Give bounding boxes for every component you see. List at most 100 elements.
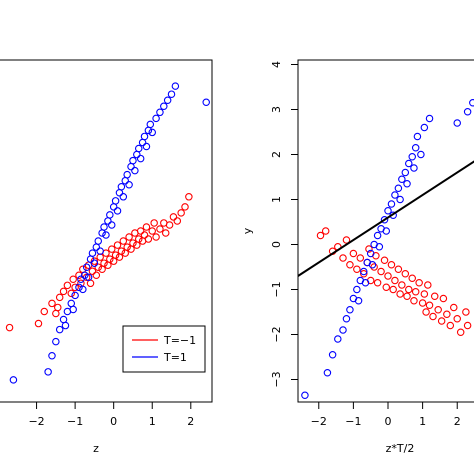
left-point-red	[94, 263, 103, 271]
right-point-blue	[391, 191, 399, 199]
right-point-red	[394, 265, 403, 273]
right-points	[301, 99, 474, 399]
right-point-red	[434, 305, 442, 314]
right-point-blue	[398, 175, 406, 184]
right-x-tick-label: −1	[345, 415, 361, 428]
right-point-blue	[328, 350, 337, 359]
right-point-blue	[411, 144, 420, 152]
left-point-red	[113, 241, 122, 249]
right-point-blue	[463, 108, 472, 116]
legend: T=−1 T=1	[122, 325, 206, 373]
left-point-red	[177, 209, 185, 217]
left-x-axis: −2 −1 0 1 2	[28, 402, 194, 428]
left-point-red	[148, 227, 156, 235]
right-point-red	[450, 303, 458, 312]
left-point-red	[69, 275, 77, 284]
left-point-blue	[100, 223, 108, 231]
right-point-red	[437, 317, 446, 325]
right-point-red	[387, 260, 396, 269]
right-point-blue	[387, 200, 396, 208]
left-point-red	[129, 239, 137, 247]
left-point-blue	[125, 180, 133, 189]
right-point-blue	[375, 243, 384, 251]
right-point-red	[365, 245, 373, 253]
left-point-blue	[113, 207, 122, 215]
right-point-blue	[334, 335, 342, 343]
right-point-red	[446, 321, 455, 330]
left-point-blue	[44, 368, 52, 376]
left-point-red	[125, 233, 133, 241]
right-point-blue	[394, 184, 403, 193]
left-point-red	[140, 231, 149, 239]
right-point-red	[462, 308, 470, 316]
left-point-blue	[77, 275, 85, 284]
left-point-red	[107, 245, 116, 253]
left-point-red	[40, 307, 49, 316]
right-point-red	[380, 256, 389, 264]
left-point-red	[150, 219, 158, 227]
right-point-blue	[405, 159, 413, 168]
left-point-red	[48, 299, 56, 308]
left-point-blue	[86, 255, 95, 263]
left-point-blue	[134, 144, 143, 153]
right-plot-frame	[297, 59, 474, 403]
left-point-blue	[88, 249, 97, 257]
left-point-blue	[136, 154, 145, 163]
left-point-red	[92, 271, 101, 280]
left-point-blue	[81, 271, 89, 280]
right-y-axis: −3 −2 −1 0 1 2 3 4	[270, 61, 298, 388]
left-point-blue	[69, 305, 77, 314]
right-point-blue	[323, 368, 332, 377]
left-point-blue	[148, 128, 156, 137]
left-point-blue	[111, 197, 120, 205]
left-point-blue	[92, 243, 101, 251]
right-y-tick-label: −2	[270, 326, 283, 342]
right-point-red	[415, 278, 423, 287]
left-point-red	[71, 283, 79, 292]
left-point-red	[117, 247, 126, 255]
right-point-red	[389, 285, 397, 294]
left-point-red	[98, 265, 106, 273]
right-y-tick-label: −1	[270, 281, 283, 297]
right-point-red	[443, 310, 451, 318]
left-scatter-panel: −2 −1 0 1 2 z T=−1 T=1	[0, 59, 213, 455]
left-point-red	[34, 319, 43, 328]
right-point-red	[377, 267, 385, 276]
left-x-tick-label: 1	[149, 415, 156, 428]
right-point-red	[346, 260, 354, 269]
left-point-blue	[61, 321, 70, 330]
left-point-blue	[59, 315, 68, 324]
right-point-blue	[368, 260, 377, 269]
right-x-axis-label: z*T/2	[386, 442, 415, 455]
left-point-blue	[75, 283, 83, 292]
right-point-red	[401, 269, 410, 278]
left-point-blue	[67, 299, 76, 308]
right-point-blue	[361, 278, 370, 287]
left-point-red	[181, 203, 189, 211]
left-point-red	[5, 323, 14, 332]
right-point-blue	[353, 285, 361, 294]
left-point-blue	[96, 247, 104, 255]
right-point-blue	[339, 326, 347, 334]
right-point-red	[425, 301, 434, 309]
left-point-red	[133, 241, 141, 249]
right-x-axis: −2 −1 0 1 2	[311, 402, 461, 428]
right-point-red	[453, 314, 461, 323]
right-point-red	[410, 296, 418, 305]
left-point-blue	[129, 156, 137, 165]
right-point-blue	[403, 180, 411, 188]
left-point-blue	[117, 182, 126, 191]
left-point-blue	[119, 193, 128, 201]
left-point-red	[63, 281, 72, 290]
left-point-blue	[160, 102, 168, 111]
left-point-blue	[121, 176, 129, 185]
left-points	[5, 82, 210, 384]
left-point-red	[119, 237, 128, 245]
right-point-red	[382, 283, 391, 291]
left-point-blue	[104, 217, 112, 225]
left-point-blue	[202, 98, 210, 106]
right-y-tick-label: −3	[270, 371, 283, 387]
right-point-blue	[346, 305, 354, 314]
right-point-blue	[396, 195, 404, 204]
